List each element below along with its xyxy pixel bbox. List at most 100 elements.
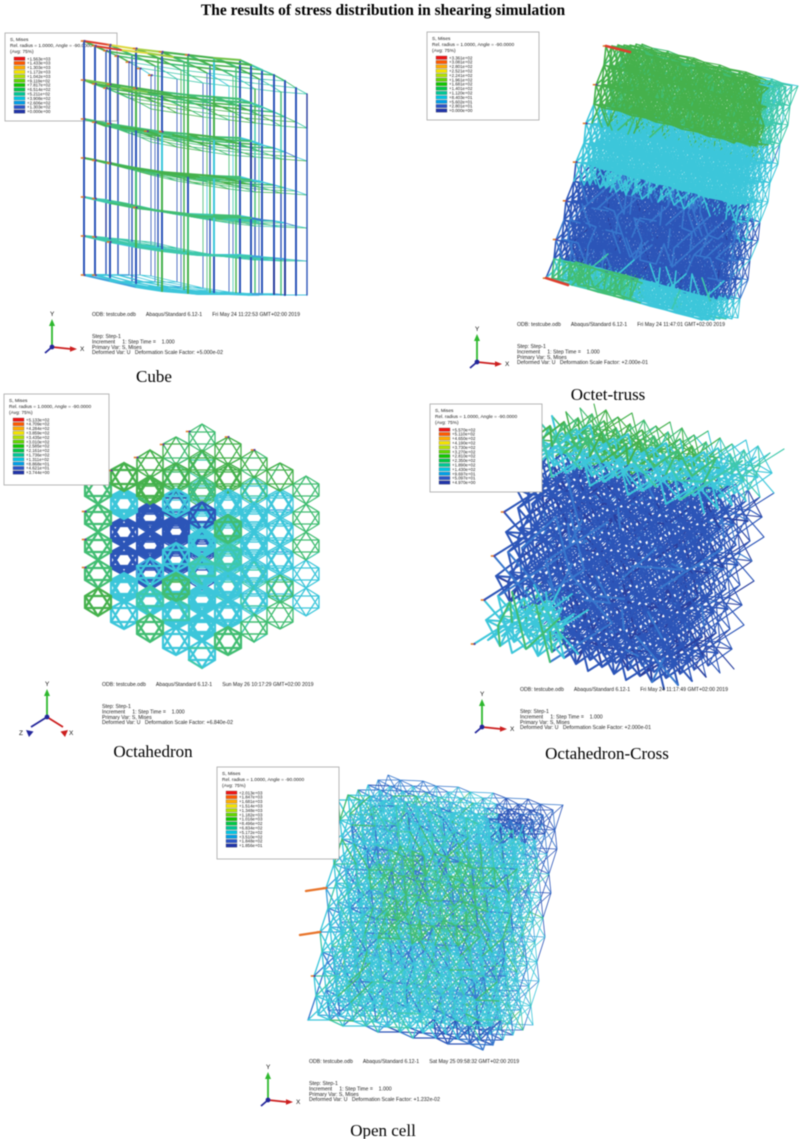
- svg-text:+6.514e+02: +6.514e+02: [27, 87, 51, 92]
- svg-text:Y: Y: [50, 311, 55, 318]
- svg-text:+1.311e+02: +1.311e+02: [26, 457, 50, 462]
- svg-text:Primary Var: S, Mises: Primary Var: S, Mises: [517, 355, 567, 361]
- svg-text:+3.270e+02: +3.270e+02: [452, 449, 476, 454]
- svg-text:The results of stress distribu: The results of stress distribution in sh…: [201, 2, 566, 19]
- svg-text:+3.510e+02: +3.510e+02: [239, 834, 263, 839]
- svg-text:+3.010e+02: +3.010e+02: [26, 439, 50, 444]
- svg-text:Y: Y: [45, 681, 50, 688]
- svg-text:+1.120e+02: +1.120e+02: [449, 91, 473, 96]
- svg-text:+1.856e+01: +1.856e+01: [239, 843, 263, 848]
- svg-text:+5.097e+01: +5.097e+01: [452, 476, 476, 481]
- svg-text:+1.961e+02: +1.961e+02: [449, 77, 473, 82]
- svg-text:+8.403e+01: +8.403e+01: [449, 95, 473, 100]
- svg-text:+5.570e+02: +5.570e+02: [452, 427, 476, 432]
- svg-text:+2.241e+02: +2.241e+02: [449, 73, 473, 78]
- svg-text:+2.801e+02: +2.801e+02: [449, 64, 473, 69]
- svg-text:+1.847e+03: +1.847e+03: [239, 795, 263, 800]
- svg-text:(Avg: 75%): (Avg: 75%): [432, 48, 456, 54]
- svg-text:S, Mises: S, Mises: [432, 36, 451, 42]
- svg-text:Step: Step-1: Step: Step-1: [102, 704, 131, 710]
- svg-text:+1.848e+02: +1.848e+02: [239, 839, 263, 844]
- svg-text:+5.133e+02: +5.133e+02: [26, 417, 50, 422]
- svg-text:Step: Step-1: Step: Step-1: [520, 709, 549, 715]
- svg-text:+5.172e+02: +5.172e+02: [239, 830, 263, 835]
- svg-text:+3.744e+00: +3.744e+00: [26, 470, 50, 475]
- svg-text:+3.908e+02: +3.908e+02: [27, 96, 51, 101]
- svg-text:(Avg: 75%): (Avg: 75%): [435, 420, 459, 426]
- svg-text:Step: Step-1: Step: Step-1: [309, 1081, 338, 1087]
- svg-text:+2.350e+02: +2.350e+02: [452, 458, 476, 463]
- svg-text:Primary Var: S, Mises: Primary Var: S, Mises: [102, 715, 152, 721]
- svg-text:+2.606e+02: +2.606e+02: [27, 100, 51, 105]
- svg-text:+2.801e+01: +2.801e+01: [449, 104, 473, 109]
- svg-text:+2.585e+02: +2.585e+02: [26, 444, 50, 449]
- svg-text:+1.042e+03: +1.042e+03: [27, 74, 51, 79]
- svg-text:Step: Step-1: Step: Step-1: [92, 334, 121, 340]
- svg-text:+4.621e+01: +4.621e+01: [26, 466, 50, 471]
- svg-text:+1.681e+03: +1.681e+03: [239, 799, 263, 804]
- svg-text:+5.602e+01: +5.602e+01: [449, 99, 473, 104]
- svg-text:(Avg: 75%): (Avg: 75%): [222, 783, 246, 789]
- svg-text:S, Mises: S, Mises: [435, 408, 454, 414]
- svg-text:Octahedron-Cross: Octahedron-Cross: [545, 744, 669, 763]
- svg-text:Increment 1: Step Time =: Increment 1: Step Time = 1.000: [102, 709, 185, 715]
- svg-text:+0.000e+00: +0.000e+00: [27, 109, 51, 114]
- svg-text:Cube: Cube: [136, 367, 172, 386]
- svg-text:+4.650e+02: +4.650e+02: [452, 436, 476, 441]
- svg-text:Octet-truss: Octet-truss: [571, 385, 646, 404]
- svg-text:S, Mises: S, Mises: [10, 37, 29, 43]
- svg-text:Increment 1: Step Time =: Increment 1: Step Time = 1.000: [309, 1086, 392, 1092]
- svg-text:ODB: testcube.odb Abaqus: ODB: testcube.odb Abaqus/Standard 6.12-1…: [517, 322, 725, 328]
- svg-text:Y: Y: [475, 326, 480, 333]
- svg-text:+1.303e+02: +1.303e+02: [27, 105, 51, 110]
- svg-text:+1.433e+03: +1.433e+03: [27, 61, 51, 66]
- svg-text:ODB: testcube.odb Abaqus: ODB: testcube.odb Abaqus/Standard 6.12-1…: [92, 312, 300, 318]
- svg-text:+1.563e+03: +1.563e+03: [27, 56, 51, 61]
- svg-text:+3.435e+02: +3.435e+02: [26, 435, 50, 440]
- svg-text:ODB: testcube.odb Abaqus: ODB: testcube.odb Abaqus/Standard 6.12-1…: [309, 1059, 519, 1065]
- svg-text:+1.681e+02: +1.681e+02: [449, 82, 473, 87]
- svg-text:Deformed Var: U Deformation: Deformed Var: U Deformation Scale Factor…: [92, 350, 223, 356]
- svg-text:+7.817e+02: +7.817e+02: [27, 83, 51, 88]
- svg-text:Deformed Var: U Deformation: Deformed Var: U Deformation Scale Factor…: [517, 360, 648, 366]
- svg-text:+1.172e+03: +1.172e+03: [27, 70, 51, 75]
- svg-text:S, Mises: S, Mises: [9, 398, 28, 404]
- svg-text:Primary Var: S, Mises: Primary Var: S, Mises: [520, 720, 570, 726]
- svg-text:+5.110e+02: +5.110e+02: [452, 432, 476, 437]
- svg-text:+1.514e+03: +1.514e+03: [239, 804, 263, 809]
- svg-text:X: X: [296, 1099, 301, 1106]
- svg-text:Deformed Var: U Deformation: Deformed Var: U Deformation Scale Factor…: [520, 725, 651, 731]
- svg-text:+2.161e+02: +2.161e+02: [26, 448, 50, 453]
- svg-text:+9.697e+01: +9.697e+01: [452, 471, 476, 476]
- svg-text:+4.970e+00: +4.970e+00: [452, 480, 476, 485]
- svg-text:Y: Y: [266, 1064, 271, 1071]
- svg-text:+2.013e+03: +2.013e+03: [239, 790, 263, 795]
- svg-text:+2.521e+02: +2.521e+02: [449, 69, 473, 74]
- svg-text:Deformed Var: U Deformation: Deformed Var: U Deformation Scale Factor…: [102, 720, 233, 726]
- svg-text:+8.496e+02: +8.496e+02: [239, 821, 263, 826]
- svg-text:+4.190e+02: +4.190e+02: [452, 441, 476, 446]
- svg-text:Rel. radius = 1.0000, Angle =: Rel. radius = 1.0000, Angle = -90.0000: [9, 404, 91, 410]
- svg-text:(Avg: 75%): (Avg: 75%): [10, 49, 34, 55]
- svg-text:+8.868e+01: +8.868e+01: [26, 461, 50, 466]
- svg-text:Increment 1: Step Time =: Increment 1: Step Time = 1.000: [92, 339, 175, 345]
- svg-text:+1.401e+02: +1.401e+02: [449, 86, 473, 91]
- svg-text:+3.859e+02: +3.859e+02: [26, 431, 50, 436]
- svg-text:+3.361e+02: +3.361e+02: [449, 55, 473, 60]
- svg-text:Open cell: Open cell: [350, 1121, 416, 1139]
- svg-text:Y: Y: [480, 691, 485, 698]
- svg-text:Octahedron: Octahedron: [113, 742, 193, 761]
- svg-text:Rel. radius = 1.0000, Angle =: Rel. radius = 1.0000, Angle = -90.0000: [432, 42, 514, 48]
- svg-text:Rel. radius = 1.0000, Angle =: Rel. radius = 1.0000, Angle = -90.0000: [435, 414, 517, 420]
- svg-text:ODB: testcube.odb Abaqus: ODB: testcube.odb Abaqus/Standard 6.12-1…: [520, 687, 728, 693]
- svg-text:+1.303e+03: +1.303e+03: [27, 65, 51, 70]
- svg-text:+4.709e+02: +4.709e+02: [26, 422, 50, 427]
- svg-text:+0.000e+00: +0.000e+00: [449, 108, 473, 113]
- svg-text:Primary Var: S, Mises: Primary Var: S, Mises: [92, 345, 142, 351]
- svg-text:+1.016e+03: +1.016e+03: [239, 817, 263, 822]
- svg-text:Increment 1: Step Time =: Increment 1: Step Time = 1.000: [520, 714, 603, 720]
- svg-text:+4.284e+02: +4.284e+02: [26, 426, 50, 431]
- svg-text:Rel. radius = 1.0000, Angle =: Rel. radius = 1.0000, Angle = -90.0000: [222, 777, 304, 783]
- svg-text:ODB: testcube.odb Abaqus: ODB: testcube.odb Abaqus/Standard 6.12-1…: [102, 682, 314, 688]
- svg-text:Rel. radius = 1.0000, Angle =: Rel. radius = 1.0000, Angle = -90.0000: [10, 43, 92, 49]
